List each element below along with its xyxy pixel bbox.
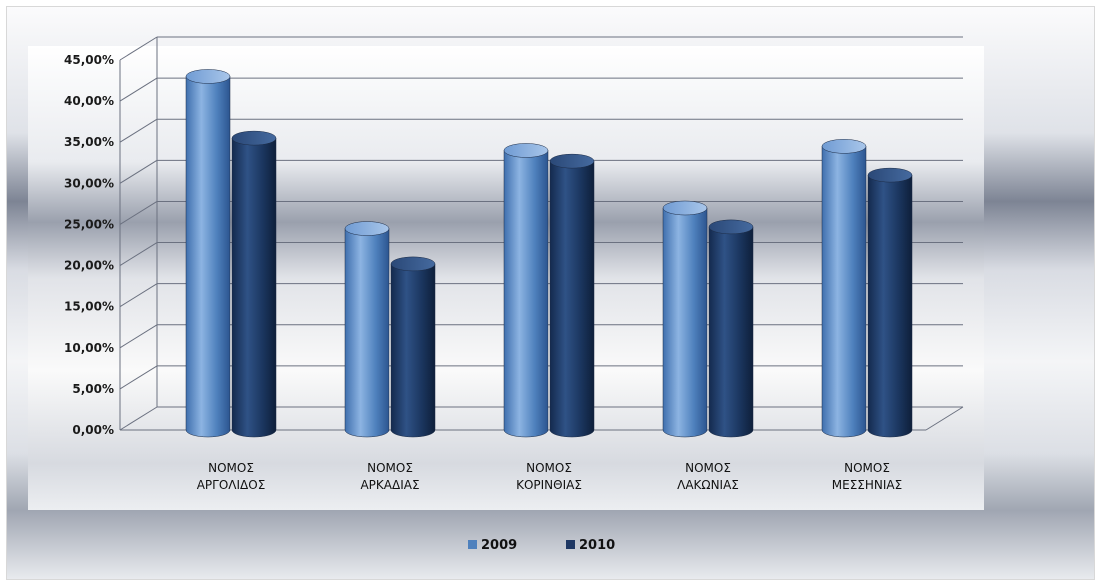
bar-body <box>550 161 594 437</box>
bar-top <box>709 220 753 234</box>
bar-top <box>868 168 912 182</box>
bar-body <box>822 146 866 437</box>
y-tick-label: 0,00% <box>72 423 114 437</box>
y-tick-label: 5,00% <box>72 382 114 396</box>
bar-top <box>504 143 548 157</box>
y-tick-label: 40,00% <box>64 94 114 108</box>
y-tick-label: 15,00% <box>64 300 114 314</box>
legend-label-2010: 2010 <box>579 538 615 553</box>
bar-top <box>663 201 707 215</box>
bar-body <box>345 229 389 437</box>
bar-top <box>232 131 276 145</box>
bar-top <box>345 222 389 236</box>
y-tick-label: 35,00% <box>64 135 114 149</box>
bar-2009-1 <box>345 222 389 437</box>
legend-swatch-2009 <box>468 540 477 549</box>
bar-body <box>709 227 753 437</box>
y-tick-label: 30,00% <box>64 176 114 190</box>
y-tick-label: 10,00% <box>64 341 114 355</box>
bar-body <box>391 264 435 437</box>
bar-body <box>186 76 230 437</box>
bar-2010-4 <box>868 168 912 437</box>
bar-top <box>186 69 230 83</box>
y-tick-label: 25,00% <box>64 217 114 231</box>
bar-2009-0 <box>186 69 230 437</box>
bar-body <box>504 150 548 437</box>
bar-2009-4 <box>822 139 866 437</box>
bar-2010-1 <box>391 257 435 437</box>
bar-top <box>391 257 435 271</box>
legend-swatch-2010 <box>566 540 575 549</box>
y-tick-label: 45,00% <box>64 53 114 67</box>
y-tick-label: 20,00% <box>64 259 114 273</box>
bar-body <box>868 175 912 437</box>
bar-body <box>663 208 707 437</box>
bar-top <box>550 154 594 168</box>
bar-2010-0 <box>232 131 276 437</box>
bar-2009-3 <box>663 201 707 437</box>
bar-2009-2 <box>504 143 548 437</box>
bar-2010-2 <box>550 154 594 437</box>
bar-body <box>232 138 276 437</box>
bar-top <box>822 139 866 153</box>
legend-label-2009: 2009 <box>481 538 517 553</box>
bar-2010-3 <box>709 220 753 437</box>
